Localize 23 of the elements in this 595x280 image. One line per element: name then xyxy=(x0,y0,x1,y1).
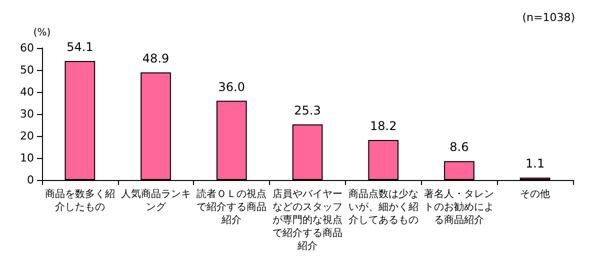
data-label: 8.6 xyxy=(450,140,469,154)
x-tick-label: 読者ＯＬの視点で紹介する商品紹介 xyxy=(196,188,267,226)
x-tick-label: 商品点数は少ないが、細かく紹介してあるもの xyxy=(348,188,418,226)
text: (n=1038) xyxy=(522,11,575,24)
x-tick-label: 店員やバイヤーなどのスタッフが専門的な視点で紹介する商品紹介 xyxy=(272,188,342,252)
y-tick-label: 50 xyxy=(20,64,34,76)
data-label: 25.3 xyxy=(294,103,321,118)
x-tick-label: 著名人・タレントのお勧めによる商品紹介 xyxy=(424,188,494,226)
y-tick-label: 0 xyxy=(27,174,34,186)
data-label: 54.1 xyxy=(66,40,94,54)
y-tick-label: 10 xyxy=(20,152,34,164)
data-label: 18.2 xyxy=(370,118,397,133)
x-tick-label: 人気商品ランキング xyxy=(120,188,191,213)
data-label: 36.0 xyxy=(218,80,245,94)
y-tick-label: 60 xyxy=(20,42,34,54)
data-label: 1.1 xyxy=(526,156,545,171)
y-tick-label: 20 xyxy=(20,130,34,142)
x-tick-label: 商品を数多く紹介したもの xyxy=(44,188,115,213)
y-tick-label: 30 xyxy=(20,108,34,120)
data-label: 48.9 xyxy=(142,51,170,66)
y-tick-label: 40 xyxy=(20,86,34,98)
y-axis-title: (%) xyxy=(33,28,51,38)
x-tick-label: その他 xyxy=(520,188,550,200)
